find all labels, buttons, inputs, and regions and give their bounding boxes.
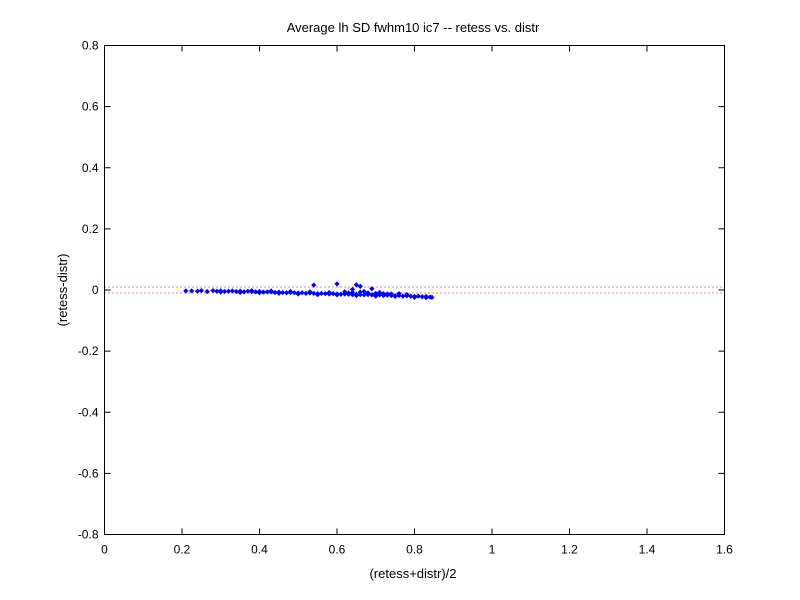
x-tick-label: 1.2: [561, 543, 578, 557]
data-point: [322, 291, 328, 297]
y-tick-label: 0.8: [82, 39, 99, 53]
data-point: [388, 291, 394, 297]
data-point: [415, 293, 421, 299]
data-point: [384, 291, 390, 297]
x-tick-label: 0.4: [251, 543, 268, 557]
data-point: [276, 290, 282, 296]
y-axis-label: (retess-distr): [55, 254, 70, 327]
data-point: [225, 288, 232, 294]
data-point: [268, 288, 274, 294]
x-tick-label: 0.2: [174, 543, 191, 557]
data-point: [198, 287, 204, 294]
y-tick-label: -0.4: [78, 405, 99, 419]
data-point: [260, 289, 266, 295]
data-point: [357, 283, 363, 289]
data-point: [365, 290, 371, 296]
data-points: [183, 281, 435, 301]
y-tick-label: -0.2: [78, 344, 99, 358]
x-tick-label: 0.6: [329, 543, 346, 557]
data-point: [326, 289, 332, 296]
data-point: [299, 290, 305, 296]
data-point: [353, 292, 359, 299]
data-point: [307, 289, 313, 295]
x-tick-label: 0: [101, 543, 108, 557]
data-point: [229, 288, 235, 294]
data-point: [237, 289, 243, 296]
data-point: [241, 289, 247, 295]
y-tick-label: -0.8: [78, 528, 99, 542]
data-point: [295, 291, 301, 297]
data-point: [249, 287, 255, 294]
data-point: [291, 290, 297, 296]
reference-lines: [104, 286, 725, 294]
data-point: [419, 294, 425, 300]
data-point: [361, 288, 367, 295]
data-point: [233, 288, 239, 295]
data-point: [210, 287, 216, 294]
y-tick-label: 0.6: [82, 100, 99, 114]
data-point: [408, 293, 414, 299]
y-tick-label: 0.4: [82, 161, 99, 175]
x-tick-labels: 0 0.2 0.4 0.6 0.8 1 1.2 1.4 1.6: [101, 543, 733, 557]
data-point: [353, 282, 359, 288]
data-point: [280, 289, 286, 296]
data-point: [287, 288, 294, 295]
x-tick-label: 1.4: [639, 543, 656, 557]
chart-title: Average lh SD fwhm10 ic7 -- retess vs. d…: [287, 20, 540, 35]
data-point: [342, 289, 348, 295]
data-point: [204, 288, 210, 295]
x-tick-label: 0.8: [406, 543, 423, 557]
data-point: [330, 291, 336, 297]
data-point: [349, 289, 356, 296]
data-point: [369, 292, 375, 298]
x-tick-label: 1: [489, 543, 496, 557]
data-point: [369, 286, 375, 292]
data-point: [392, 293, 398, 300]
data-point: [334, 292, 340, 298]
data-point: [214, 288, 220, 294]
data-point: [400, 293, 406, 299]
data-point: [218, 289, 224, 295]
data-point: [334, 281, 340, 287]
data-point: [318, 290, 325, 296]
data-point: [338, 291, 344, 297]
data-point: [423, 295, 429, 301]
data-point: [349, 286, 356, 293]
data-point: [373, 293, 379, 299]
x-tick-label: 1.6: [716, 543, 733, 557]
data-point: [183, 288, 189, 294]
x-axis-label: (retess+distr)/2: [369, 566, 456, 581]
y-tick-label: -0.6: [78, 466, 99, 480]
data-point: [303, 290, 309, 296]
data-point: [194, 288, 201, 294]
data-point: [429, 294, 435, 300]
data-point: [253, 289, 259, 295]
data-point: [311, 282, 317, 288]
axis-ticks: [104, 45, 725, 535]
data-point: [256, 290, 263, 296]
data-point: [396, 291, 402, 297]
data-point: [272, 289, 278, 296]
y-tick-label: 0: [92, 283, 99, 297]
data-point: [404, 291, 410, 298]
data-point: [361, 292, 367, 298]
y-tick-label: 0.2: [82, 222, 99, 236]
data-point: [311, 290, 317, 296]
data-point: [222, 288, 228, 295]
data-point: [189, 288, 195, 294]
data-point: [380, 291, 387, 297]
data-point: [411, 294, 418, 300]
data-point: [377, 289, 383, 296]
y-tick-labels: -0.8 -0.6 -0.4 -0.2 0 0.2 0.4 0.6 0.8: [78, 39, 99, 542]
data-point: [284, 290, 290, 296]
data-point: [315, 291, 321, 298]
